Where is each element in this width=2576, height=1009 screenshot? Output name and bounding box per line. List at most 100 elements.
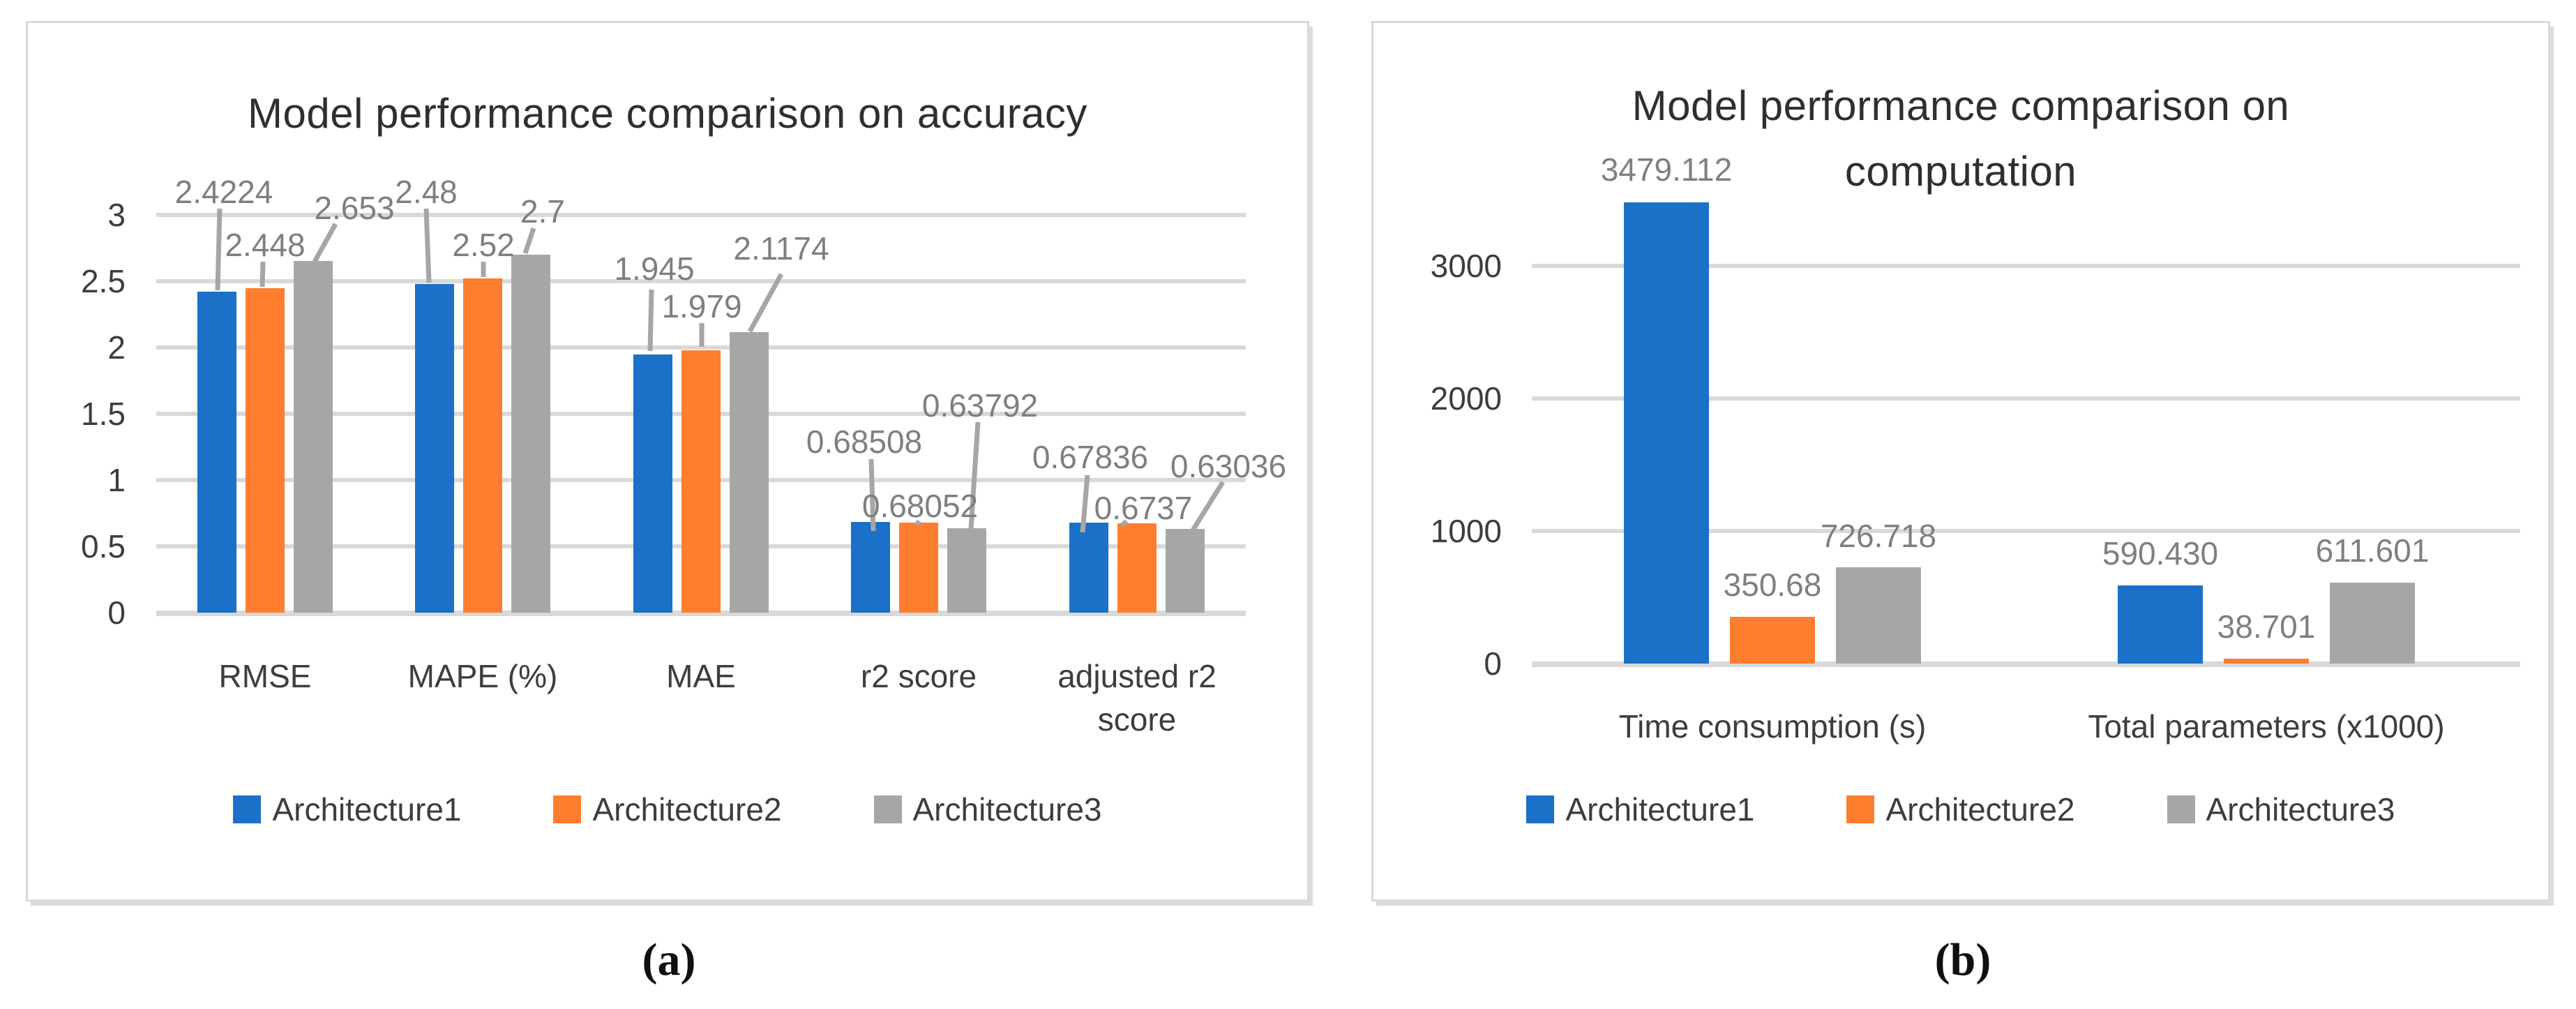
y-axis-tick-2000: 2000 [1430,380,1502,417]
data-label-architecture3-adjusted-r2-score: 0.63036 [1170,448,1287,484]
data-label-architecture2-mape: 2.52 [452,227,515,263]
chart-title-accuracy: Model performance comparison on accuracy [28,89,1307,139]
bar-architecture2-adjusted-r2-score [1117,523,1157,613]
legend-swatch-architecture1 [1526,795,1555,823]
data-label-architecture3-rmse: 2.653 [314,190,395,226]
legend-swatch-architecture1 [233,795,262,823]
legend-label-architecture3: Architecture3 [912,791,1102,828]
leader-line [647,289,654,352]
data-label-architecture2-total-parameters-x1000: 38.701 [2217,608,2316,645]
data-label-architecture1-adjusted-r2-score: 0.67836 [1032,439,1149,475]
bar-architecture3-r2-score [947,528,986,613]
data-label-architecture2-time-consumption-s: 350.68 [1723,567,1822,603]
x-axis-category-rmse: RMSE [218,658,312,694]
data-label-architecture2-adjusted-r2-score: 0.6737 [1094,490,1193,526]
bar-architecture1-time-consumption-s [1624,202,1709,664]
legend-item-architecture1: Architecture1 [233,791,461,828]
data-label-architecture3-mae: 2.1174 [733,230,829,267]
legend-item-architecture2: Architecture2 [553,791,782,828]
data-label-architecture2-rmse: 2.448 [225,227,306,263]
legend-item-architecture3: Architecture3 [2167,791,2395,828]
legend-label-architecture2: Architecture2 [592,791,782,828]
y-axis-tick-3000: 3000 [1430,248,1502,284]
leader-line [215,208,223,291]
x-axis-category-total-parameters-x1000: Total parameters (x1000) [2088,708,2445,745]
data-label-architecture3-r2-score: 0.63792 [921,387,1039,424]
bar-architecture2-mae [681,350,721,613]
y-axis-tick-2.5: 2.5 [81,263,126,299]
legend-label-architecture2: Architecture2 [1885,791,2075,828]
legend-item-architecture1: Architecture1 [1526,791,1754,828]
data-label-architecture3-mape: 2.7 [520,193,565,230]
bar-architecture3-mape [511,255,550,613]
bar-architecture1-adjusted-r2-score [1069,523,1108,613]
chart-title-computation-line2: computation [1844,148,2077,195]
data-label-architecture1-rmse: 2.4224 [174,174,273,210]
x-axis-category-time-consumption-s: Time consumption (s) [1618,708,1927,745]
legend-label-architecture1: Architecture1 [1565,791,1755,828]
plot-area-accuracy: 0 0.5 1 1.5 2 2.5 3 RMSE MAPE (%) MAE r2 score adju… [28,23,1307,899]
legend-swatch-architecture3 [873,795,902,823]
gridline-1000 [1532,529,2520,533]
bar-architecture2-time-consumption-s [1730,617,1815,664]
x-axis-category-mape: MAPE (%) [407,658,558,694]
legend-label-architecture3: Architecture3 [2206,791,2395,828]
chart-title-computation: Model performance comparison on computat… [1373,73,2548,204]
gridline-3 [156,213,1246,217]
y-axis-tick-0: 0 [107,595,126,631]
bar-architecture2-total-parameters-x1000 [2224,659,2309,664]
y-axis-tick-1: 1 [107,462,126,498]
bar-architecture1-r2-score [851,522,890,613]
legend-item-architecture2: Architecture2 [1846,791,2075,828]
x-axis-line [156,611,1246,616]
y-axis-tick-1000: 1000 [1430,513,1502,549]
x-axis-line [1532,662,2520,667]
bar-architecture3-adjusted-r2-score [1166,529,1205,613]
y-axis-tick-3: 3 [107,197,126,233]
y-axis-tick-1.5: 1.5 [81,396,126,432]
bar-architecture2-mape [463,278,502,613]
x-axis-category-mae: MAE [666,658,736,694]
data-label-architecture1-mae: 1.945 [614,251,695,287]
legend-item-architecture3: Architecture3 [873,791,1102,828]
legend-label-architecture1: Architecture1 [272,791,462,828]
bar-architecture3-total-parameters-x1000 [2330,583,2415,664]
bar-architecture1-total-parameters-x1000 [2118,585,2203,664]
bar-architecture1-mae [633,354,672,613]
x-axis-category-r2-score: r2 score [860,658,977,694]
data-label-architecture2-r2-score: 0.68052 [861,488,979,524]
legend-accuracy: Architecture1 Architecture2 Architecture3 [28,791,1307,828]
gridline-2 [156,345,1246,350]
plot-area-computation: 0 1000 2000 3000 Time consumption (s) Total p… [1373,23,2548,899]
bar-architecture1-rmse [197,292,236,613]
legend-swatch-architecture3 [2167,795,2195,823]
data-label-architecture1-mape: 2.48 [395,174,458,210]
bar-architecture3-rmse [294,261,333,613]
gridline-2.5 [156,279,1246,283]
legend-computation: Architecture1 Architecture2 Architecture3 [1373,791,2548,828]
y-axis-tick-0: 0 [1484,645,1502,682]
data-label-architecture1-total-parameters-x1000: 590.430 [2102,535,2219,571]
caption-b: (b) [1934,934,1991,985]
legend-swatch-architecture2 [1846,795,1875,823]
data-label-architecture1-time-consumption-s: 3479.112 [1600,151,1733,188]
leader-line [522,227,536,255]
gridline-3000 [1532,264,2520,268]
chart-panel-computation: Model performance comparison on computat… [1371,21,2550,902]
data-label-architecture3-total-parameters-x1000: 611.601 [2315,532,2430,569]
legend-swatch-architecture2 [553,795,582,823]
bar-architecture1-mape [415,284,454,613]
bar-architecture2-r2-score [899,523,938,613]
y-axis-tick-2: 2 [107,329,126,366]
data-label-architecture2-mae: 1.979 [661,288,742,324]
x-axis-category-adjusted-r2-score: adjusted r2 score [1057,658,1217,738]
gridline-2000 [1532,396,2520,401]
data-label-architecture3-time-consumption-s: 726.718 [1820,518,1937,554]
chart-panel-accuracy: Model performance comparison on accuracy… [26,21,1309,902]
bar-architecture3-mae [730,332,769,613]
chart-title-accuracy-line1: Model performance comparison on accuracy [248,90,1087,137]
data-label-architecture1-r2-score: 0.68508 [806,424,923,460]
bar-architecture3-time-consumption-s [1836,567,1921,664]
caption-a: (a) [642,934,696,985]
